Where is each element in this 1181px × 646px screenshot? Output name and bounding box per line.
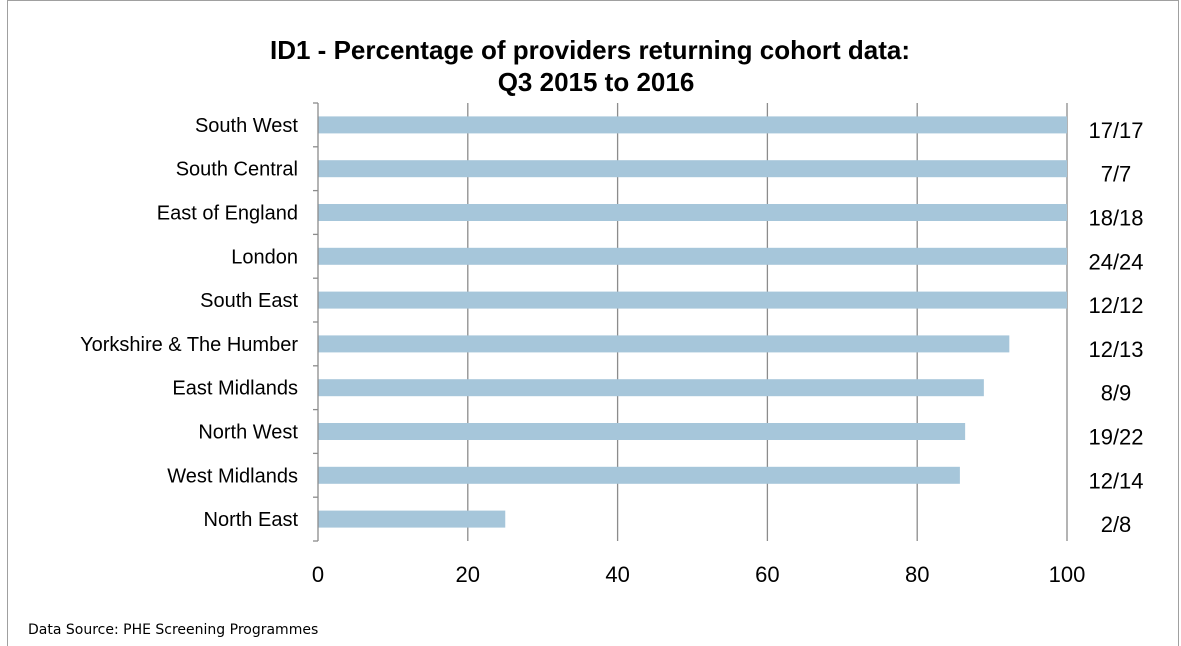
data-label-4: 12/12 <box>1088 293 1143 318</box>
chart-title-line-1: ID1 - Percentage of providers returning … <box>270 35 910 65</box>
bar-7 <box>318 423 966 440</box>
data-label-1: 7/7 <box>1101 162 1132 187</box>
category-label-8: West Midlands <box>167 465 298 487</box>
data-label-0: 17/17 <box>1088 118 1143 143</box>
bar-4 <box>318 291 1067 309</box>
category-label-4: South East <box>200 290 298 312</box>
category-label-0: South West <box>195 115 298 137</box>
data-label-6: 8/9 <box>1101 381 1132 406</box>
category-label-5: Yorkshire & The Humber <box>80 334 298 356</box>
category-label-7: North West <box>198 422 298 444</box>
bar-6 <box>318 379 984 397</box>
category-label-6: East Midlands <box>172 378 298 400</box>
chart-title-line-2: Q3 2015 to 2016 <box>498 67 695 97</box>
bar-8 <box>318 466 960 484</box>
category-label-1: South Central <box>176 159 298 181</box>
x-tick-label-0: 0 <box>312 562 324 587</box>
data-source-note: Data Source: PHE Screening Programmes <box>28 622 319 638</box>
data-label-7: 19/22 <box>1088 425 1143 450</box>
bar-2 <box>318 204 1067 221</box>
x-tick-label-3: 60 <box>755 562 779 587</box>
category-label-2: East of England <box>157 203 298 225</box>
x-tick-label-5: 100 <box>1049 562 1086 587</box>
bar-5 <box>318 335 1010 353</box>
category-label-3: London <box>231 246 298 268</box>
bar-0 <box>318 116 1067 134</box>
chart-frame <box>7 0 1179 646</box>
category-label-9: North East <box>204 509 299 531</box>
x-tick-label-2: 40 <box>605 562 629 587</box>
data-label-5: 12/13 <box>1088 337 1143 362</box>
data-label-3: 24/24 <box>1088 249 1143 274</box>
bar-3 <box>318 247 1067 265</box>
x-tick-label-1: 20 <box>456 562 480 587</box>
x-tick-label-4: 80 <box>905 562 929 587</box>
data-label-8: 12/14 <box>1088 468 1143 493</box>
bar-9 <box>318 510 506 528</box>
plot-area: South West 17/17 South Central 7/7 East of E… <box>80 102 1144 587</box>
data-label-9: 2/8 <box>1101 512 1132 537</box>
bar-1 <box>318 160 1067 178</box>
data-label-2: 18/18 <box>1088 206 1143 231</box>
